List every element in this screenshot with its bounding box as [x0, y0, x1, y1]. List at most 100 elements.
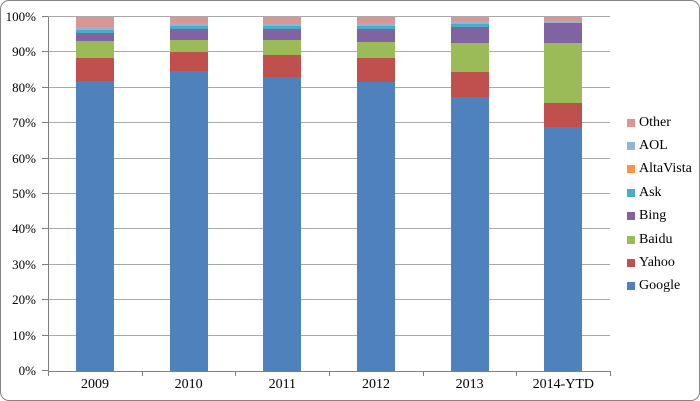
bar-segment-baidu-2013 [450, 43, 489, 72]
legend-item-ask: Ask [627, 181, 692, 204]
y-axis-label: 90% [1, 45, 39, 58]
bar-segment-yahoo-2010 [169, 52, 208, 72]
bar-segment-bing-2012 [356, 28, 395, 42]
bar-segment-aol-2014-YTD [544, 20, 583, 23]
y-axis-label: 20% [1, 293, 39, 306]
x-axis-label-2009: 2009 [81, 377, 109, 392]
legend-item-aol: AOL [627, 134, 692, 157]
x-axis-tick [48, 372, 49, 376]
bar-2009 [75, 17, 114, 371]
legend-item-other: Other [627, 111, 692, 134]
legend-swatch-baidu [627, 235, 635, 244]
legend-label-other: Other [639, 114, 671, 130]
bar-2010 [169, 17, 208, 371]
bar-segment-other-2010 [169, 17, 208, 24]
gridline-80% [48, 86, 610, 88]
bar-segment-google-2014-YTD [544, 126, 583, 371]
legend-item-google: Google [627, 275, 692, 298]
y-axis-label-text: 80% [12, 79, 36, 95]
legend-swatch-altavista [627, 165, 635, 174]
x-axis-tick [141, 372, 143, 376]
bar-segment-other-2012 [356, 17, 395, 24]
legend-label-aol: AOL [639, 138, 668, 154]
x-axis-tick [610, 372, 611, 376]
bar-segment-bing-2010 [169, 29, 208, 40]
bar-segment-google-2011 [263, 77, 302, 371]
y-axis-tick [42, 157, 48, 159]
y-axis-tick [42, 299, 48, 301]
y-axis-label-text: 20% [12, 292, 36, 308]
legend-swatch-ask [627, 188, 635, 197]
y-axis-label-text: 30% [12, 256, 36, 272]
gridline-40% [48, 228, 610, 230]
x-axis-tick [516, 372, 518, 376]
bar-segment-aol-2012 [356, 23, 395, 26]
bar-segment-aol-2009 [75, 26, 114, 31]
bar-segment-ask-2010 [169, 26, 208, 30]
bar-segment-baidu-2011 [263, 39, 302, 55]
y-axis-tick [42, 263, 48, 265]
y-axis-tick [42, 16, 48, 17]
bar-segment-ask-2009 [75, 30, 114, 34]
bar-segment-other-2013 [450, 17, 489, 22]
bar-segment-yahoo-2011 [263, 54, 302, 78]
bar-segment-aol-2010 [169, 23, 208, 26]
x-axis-tick [235, 372, 237, 376]
legend-swatch-bing [627, 212, 635, 221]
y-axis-label: 100% [1, 10, 39, 23]
y-axis-tick [42, 122, 48, 124]
gridline-60% [48, 157, 610, 159]
x-axis-label-2013: 2013 [455, 377, 484, 392]
gridline-70% [48, 122, 610, 124]
x-axis-label-2011: 2011 [268, 377, 297, 392]
bar-segment-bing-2011 [263, 28, 302, 40]
bar-segment-yahoo-2012 [356, 57, 395, 83]
y-axis-label: 0% [1, 364, 39, 377]
bar-segment-ask-2012 [356, 25, 395, 29]
legend: Other AOL AltaVista Ask Bing Baidu Yahoo Google [627, 111, 692, 298]
legend-label-bing: Bing [639, 208, 667, 224]
y-axis-label: 30% [1, 258, 39, 271]
bar-2014-YTD [544, 17, 583, 371]
y-axis-label: 40% [1, 222, 39, 235]
y-axis-label-text: 70% [12, 115, 36, 131]
bar-segment-yahoo-2013 [450, 71, 489, 97]
legend-label-yahoo: Yahoo [639, 255, 675, 271]
bar-segment-baidu-2012 [356, 41, 395, 58]
legend-swatch-google [627, 282, 635, 291]
bar-segment-aol-2013 [450, 21, 489, 24]
bar-segment-yahoo-2014-YTD [544, 103, 583, 127]
x-axis-tick [329, 372, 330, 376]
gridline-10% [48, 334, 610, 336]
bar-segment-other-2009 [75, 17, 114, 27]
bar-2011 [263, 17, 302, 371]
y-axis-label: 60% [1, 152, 39, 165]
y-axis-label-text: 40% [12, 221, 36, 237]
legend-label-baidu: Baidu [639, 231, 673, 247]
y-axis-label-text: 90% [12, 44, 36, 60]
legend-label-ask: Ask [639, 184, 662, 200]
y-axis-label: 70% [1, 116, 39, 129]
bar-segment-google-2012 [356, 82, 395, 371]
y-axis-label: 50% [1, 187, 39, 200]
y-axis-tick [42, 51, 48, 53]
bar-segment-ask-2013 [450, 24, 489, 27]
x-axis-label-2010: 2010 [174, 377, 203, 392]
legend-label-altavista: AltaVista [639, 161, 692, 177]
bar-segment-other-2014-YTD [544, 17, 583, 21]
bar-segment-aol-2011 [263, 23, 302, 26]
legend-item-altavista: AltaVista [627, 158, 692, 181]
legend-swatch-yahoo [627, 259, 635, 268]
y-axis-tick [42, 370, 48, 371]
y-axis-tick [42, 334, 48, 336]
x-axis-tick [422, 372, 424, 376]
bar-segment-bing-2009 [75, 33, 114, 41]
legend-item-yahoo: Yahoo [627, 251, 692, 274]
bar-segment-ask-2011 [263, 26, 302, 29]
bar-segment-other-2011 [263, 17, 302, 24]
bar-segment-yahoo-2009 [75, 58, 114, 82]
x-axis-label-2014-YTD: 2014-YTD [532, 377, 595, 392]
bar-segment-bing-2013 [450, 26, 489, 44]
gridline-90% [48, 51, 610, 53]
